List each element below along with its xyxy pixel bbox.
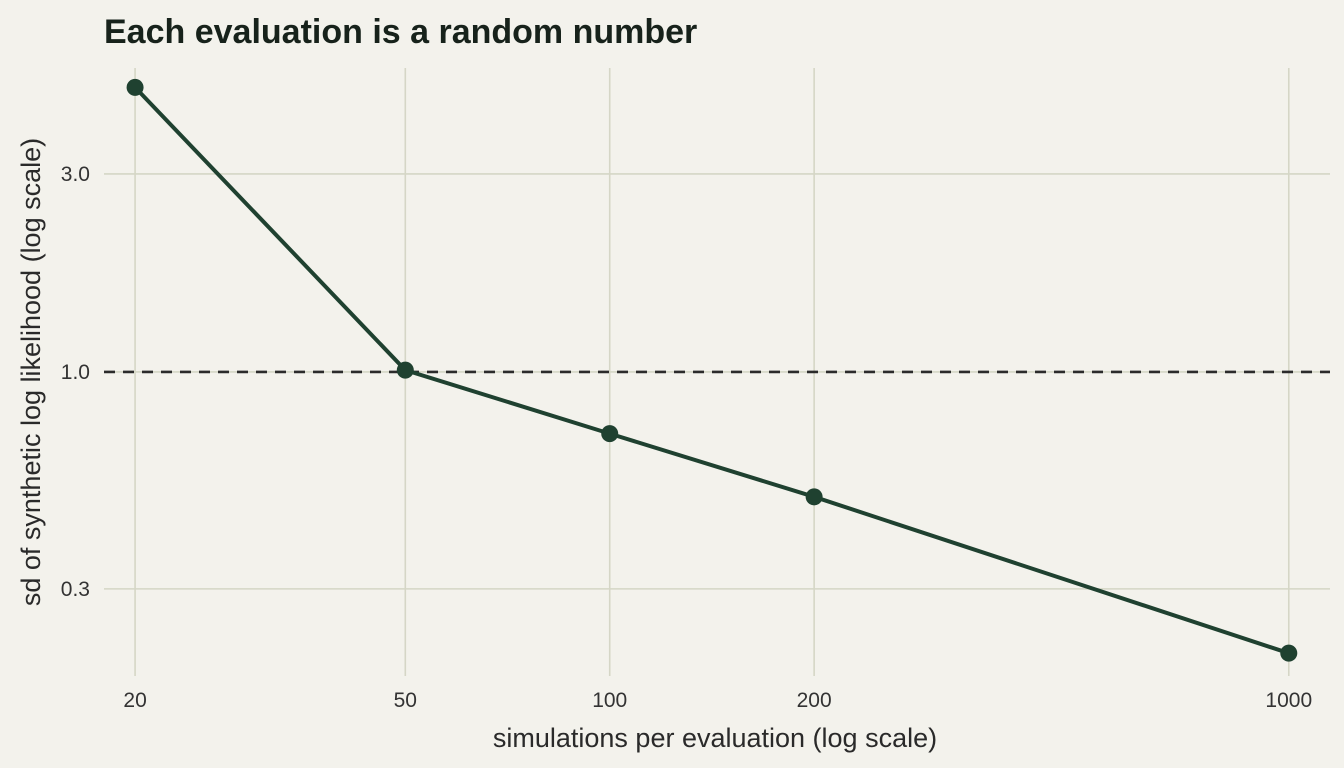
y-tick-labels: 0.3 1.0 3.0 — [61, 163, 90, 601]
data-point — [126, 78, 144, 96]
x-tick-label: 20 — [123, 689, 146, 712]
chart-title: Each evaluation is a random number — [104, 13, 697, 51]
y-axis-label: sd of synthetic log likelihood (log scal… — [16, 138, 46, 606]
x-axis-label: simulations per evaluation (log scale) — [493, 723, 937, 753]
data-point — [601, 425, 619, 443]
y-tick-label: 1.0 — [61, 361, 90, 384]
y-gridlines — [104, 173, 1330, 590]
data-point — [1280, 644, 1298, 662]
x-tick-label: 200 — [797, 689, 832, 712]
data-point — [805, 488, 823, 506]
y-tick-label: 3.0 — [61, 163, 90, 186]
x-tick-label: 50 — [394, 689, 417, 712]
data-point — [396, 361, 414, 379]
y-tick-label: 0.3 — [61, 578, 90, 601]
series-line — [133, 86, 1290, 656]
series — [126, 78, 1298, 662]
x-tick-labels: 20 50 100 200 1000 — [123, 689, 1312, 712]
x-tick-label: 1000 — [1265, 689, 1312, 712]
x-tick-label: 100 — [592, 689, 627, 712]
